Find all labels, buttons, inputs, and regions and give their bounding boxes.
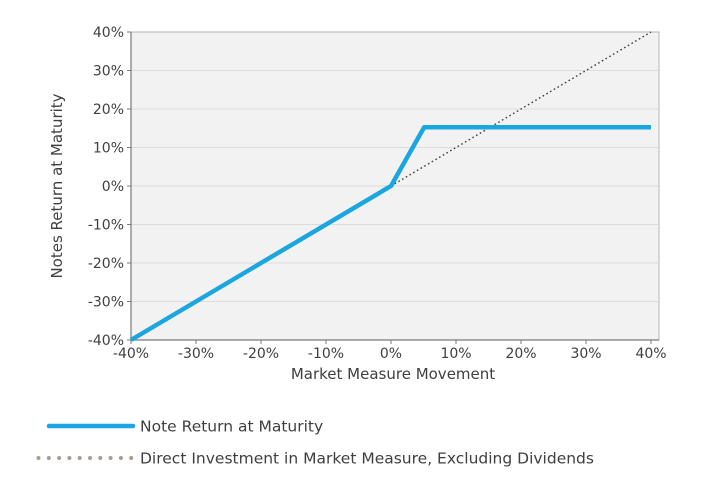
legend-dot (98, 456, 103, 460)
y-axis-title: Notes Return at Maturity (48, 93, 66, 278)
y-tick-label: -30% (88, 295, 124, 311)
legend-dot (46, 456, 51, 460)
legend-dot (118, 456, 123, 460)
x-tick-label: 0% (380, 346, 402, 362)
x-tick-label: -20% (243, 346, 279, 362)
y-tick-label: 40% (93, 25, 124, 41)
y-tick-label: 10% (93, 141, 124, 157)
y-tick-label: 20% (93, 102, 124, 118)
x-tick-label: 10% (440, 346, 471, 362)
x-tick-label: 40% (635, 346, 666, 362)
y-tick-label: -20% (88, 256, 124, 272)
legend-label-direct-investment: Direct Investment in Market Measure, Exc… (140, 450, 594, 468)
legend: Note Return at Maturity Direct Investmen… (36, 418, 594, 468)
y-tick-label: 30% (93, 64, 124, 80)
legend-dotted-sample-direct-investment (36, 456, 134, 460)
x-axis-title: Market Measure Movement (291, 365, 495, 383)
y-tick-label: 0% (102, 179, 124, 195)
x-tick-label: 30% (570, 346, 601, 362)
y-tick-label: -40% (88, 333, 124, 349)
series-line-direct-investment (390, 31, 652, 187)
legend-dot (57, 456, 62, 460)
legend-dot (129, 456, 134, 460)
y-tick-label: -10% (88, 218, 124, 234)
series-line-note-return (129, 125, 651, 342)
x-tick-label: -10% (308, 346, 344, 362)
legend-dot (88, 456, 92, 460)
legend-dot (67, 456, 72, 460)
y-axis-tick-labels: 40% 30% 20% 10% 0% -10% -20% -30% -40% (88, 25, 124, 349)
x-tick-label: -40% (113, 346, 149, 362)
legend-label-note-return: Note Return at Maturity (140, 418, 323, 436)
x-tick-label: 20% (505, 346, 536, 362)
legend-dot (77, 456, 82, 460)
plot-area (127, 31, 660, 344)
legend-dot (36, 456, 41, 460)
x-tick-label: -30% (178, 346, 214, 362)
x-axis-tick-labels: -40% -30% -20% -10% 0% 10% 20% 30% 40% (113, 346, 667, 362)
legend-dot (108, 456, 113, 460)
